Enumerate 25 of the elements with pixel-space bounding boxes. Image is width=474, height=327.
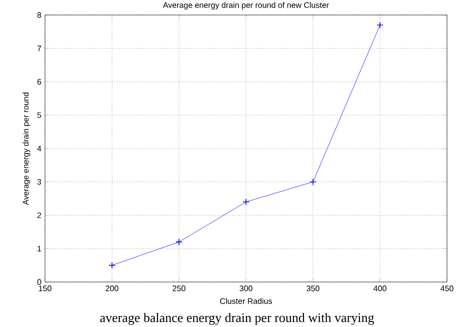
y-tick-label: 7	[37, 46, 42, 52]
y-tick-label: 8	[37, 12, 42, 18]
point	[242, 198, 250, 206]
x-tick-label: 400	[374, 286, 386, 292]
x-tick-label: 300	[240, 286, 252, 292]
x-tick-label: 250	[172, 286, 186, 292]
y-tick-label: 0	[37, 279, 42, 285]
x-tick-label: 450	[440, 286, 454, 292]
y-axis-title: Average energy drain per round	[22, 92, 30, 205]
y-tick-label: 4	[37, 146, 42, 152]
x-axis-title: Cluster Radius	[220, 298, 272, 304]
point	[376, 22, 384, 28]
y-tick-label: 3	[37, 179, 42, 185]
x-tick-label: 350	[306, 286, 320, 292]
point	[310, 178, 316, 186]
y-tick-label: 6	[37, 78, 42, 85]
y-tick-label: 1	[38, 246, 42, 252]
point	[108, 262, 116, 269]
y-tick-label: 5	[37, 112, 42, 118]
x-tick-label: 150	[38, 286, 52, 292]
chart-title: Average energy drain per round of new Cluster	[162, 2, 329, 10]
point	[176, 238, 182, 246]
text: average balance energy drain per round with varying	[100, 312, 374, 325]
x-tick-label: 200	[106, 286, 118, 292]
y-tick-label: 2	[37, 212, 42, 218]
